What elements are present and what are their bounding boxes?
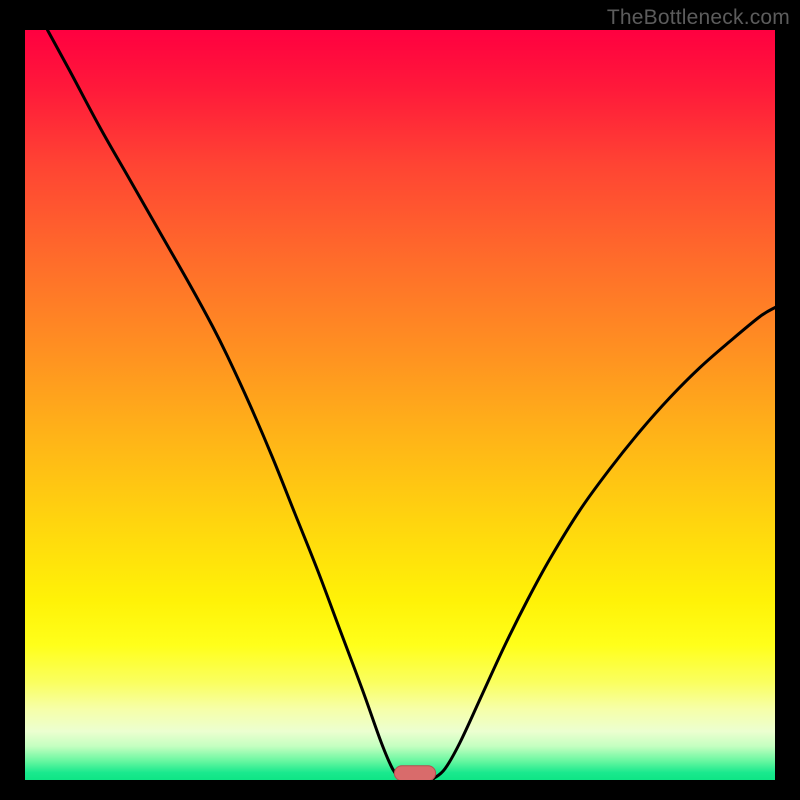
- chart-svg: [25, 30, 775, 780]
- chart-frame: TheBottleneck.com: [0, 0, 800, 800]
- watermark-text: TheBottleneck.com: [607, 6, 790, 30]
- plot-area: [25, 30, 775, 780]
- minimum-marker: [394, 766, 435, 780]
